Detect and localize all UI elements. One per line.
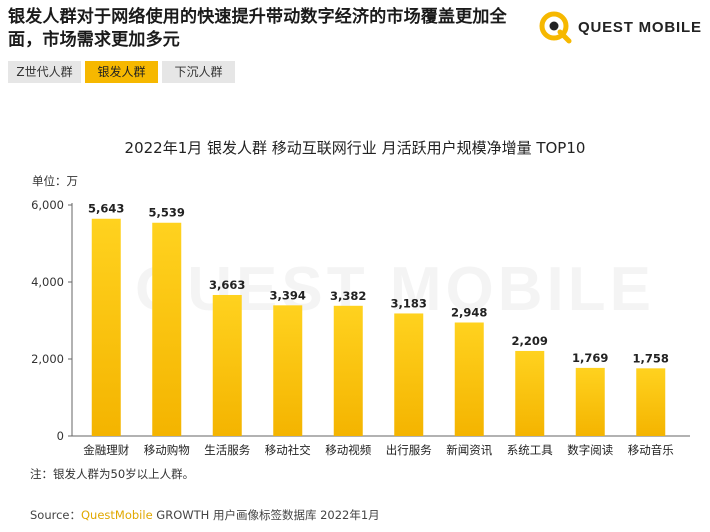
y-tick-label: 2,000 [31,352,64,366]
x-tick-label: 金融理财 [83,443,129,457]
x-tick-label: 移动社交 [265,443,311,457]
tab-silver-generation[interactable]: 银发人群 [85,61,158,83]
x-tick-label: 系统工具 [507,443,553,457]
data-label: 2,209 [512,334,548,348]
bar [515,350,545,436]
x-tick-label: 移动视频 [325,443,371,457]
data-label: 3,382 [330,289,366,303]
page-headline: 银发人群对于网络使用的快速提升带动数字经济的市场覆盖更加全面，市场需求更加多元 [8,7,507,50]
data-label: 1,769 [572,351,608,365]
bar [575,367,605,436]
y-tick-label: 0 [57,429,64,443]
bar [636,368,666,436]
source-suffix: GROWTH 用户画像标签数据库 2022年1月 [152,508,380,522]
data-label: 3,183 [391,296,427,310]
bar [152,222,182,436]
chart-title: 2022年1月 银发人群 移动互联网行业 月活跃用户规模净增量 TOP10 [124,139,586,157]
logo-text: QUEST MOBILE [578,18,702,36]
data-label: 3,394 [270,288,306,302]
bar [91,218,121,436]
x-tick-label: 出行服务 [386,443,432,457]
y-tick-label: 4,000 [31,275,64,289]
data-label: 1,758 [633,351,669,365]
tab-z-generation[interactable]: Z世代人群 [8,61,81,83]
data-label: 2,948 [451,306,487,320]
footnote: 注：银发人群为50岁以上人群。 [30,467,195,481]
audience-tabs: Z世代人群 银发人群 下沉人群 [8,61,239,83]
source-brand: QuestMobile [81,508,153,522]
x-tick-label: 移动音乐 [628,443,674,457]
x-tick-label: 生活服务 [204,443,250,457]
questmobile-logo: QUEST MOBILE [538,10,702,44]
x-tick-label: 新闻资讯 [446,443,492,457]
data-label: 5,643 [88,202,124,216]
questmobile-q-logo-icon [539,11,572,44]
source-prefix: Source： [30,508,81,522]
source-line: Source：QuestMobile GROWTH 用户画像标签数据库 2022… [30,507,380,523]
bar [212,294,242,436]
chart-unit-label: 单位：万 [32,174,78,188]
bar [394,313,424,436]
bar [454,322,484,436]
bar [273,305,303,436]
tab-lower-tier[interactable]: 下沉人群 [162,61,235,83]
x-tick-label: 数字阅读 [567,443,613,457]
data-label: 3,663 [209,278,245,292]
x-tick-label: 移动购物 [144,443,190,457]
bar [333,305,363,436]
data-label: 5,539 [149,206,185,220]
y-tick-label: 6,000 [31,198,64,212]
